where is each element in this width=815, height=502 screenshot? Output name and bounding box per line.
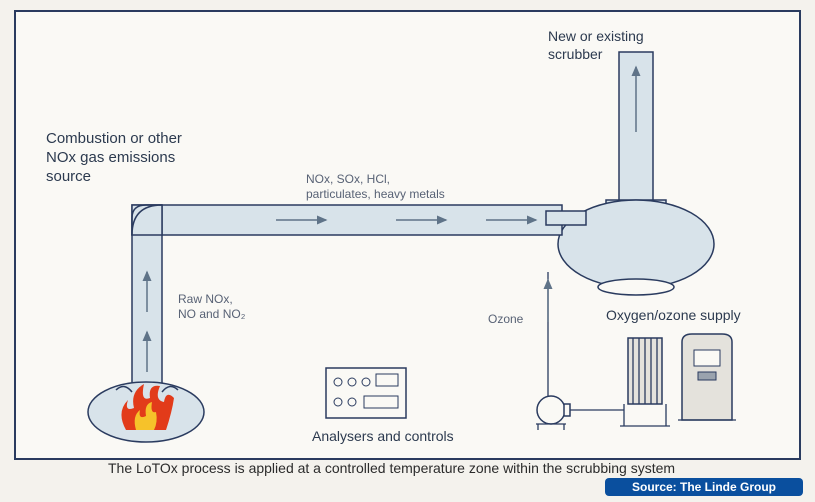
caption-text: The LoTOx process is applied at a contro… [108,460,808,476]
column-equipment [620,338,670,426]
pipe-contents-label: NOx, SOx, HCl, particulates, heavy metal… [306,172,445,202]
ozone-generator [536,396,570,430]
combustion-source [88,382,204,442]
raw-label: Raw NOx, NO and NO₂ [178,292,245,322]
diagram-svg [16,12,803,462]
ozone-label: Ozone [488,312,523,327]
supply-label: Oxygen/ozone supply [606,307,741,325]
source-label: Combustion or other NOx gas emissions so… [46,130,182,186]
analysers-label: Analysers and controls [312,428,454,446]
diagram-frame: New or existing scrubber Combustion or o… [14,10,801,460]
scrubber-label: New or existing scrubber [548,28,644,63]
analyser-panel [326,368,406,418]
pipe-inlet [546,211,586,225]
source-pill: Source: The Linde Group [605,478,803,496]
tank-equipment [678,334,736,420]
